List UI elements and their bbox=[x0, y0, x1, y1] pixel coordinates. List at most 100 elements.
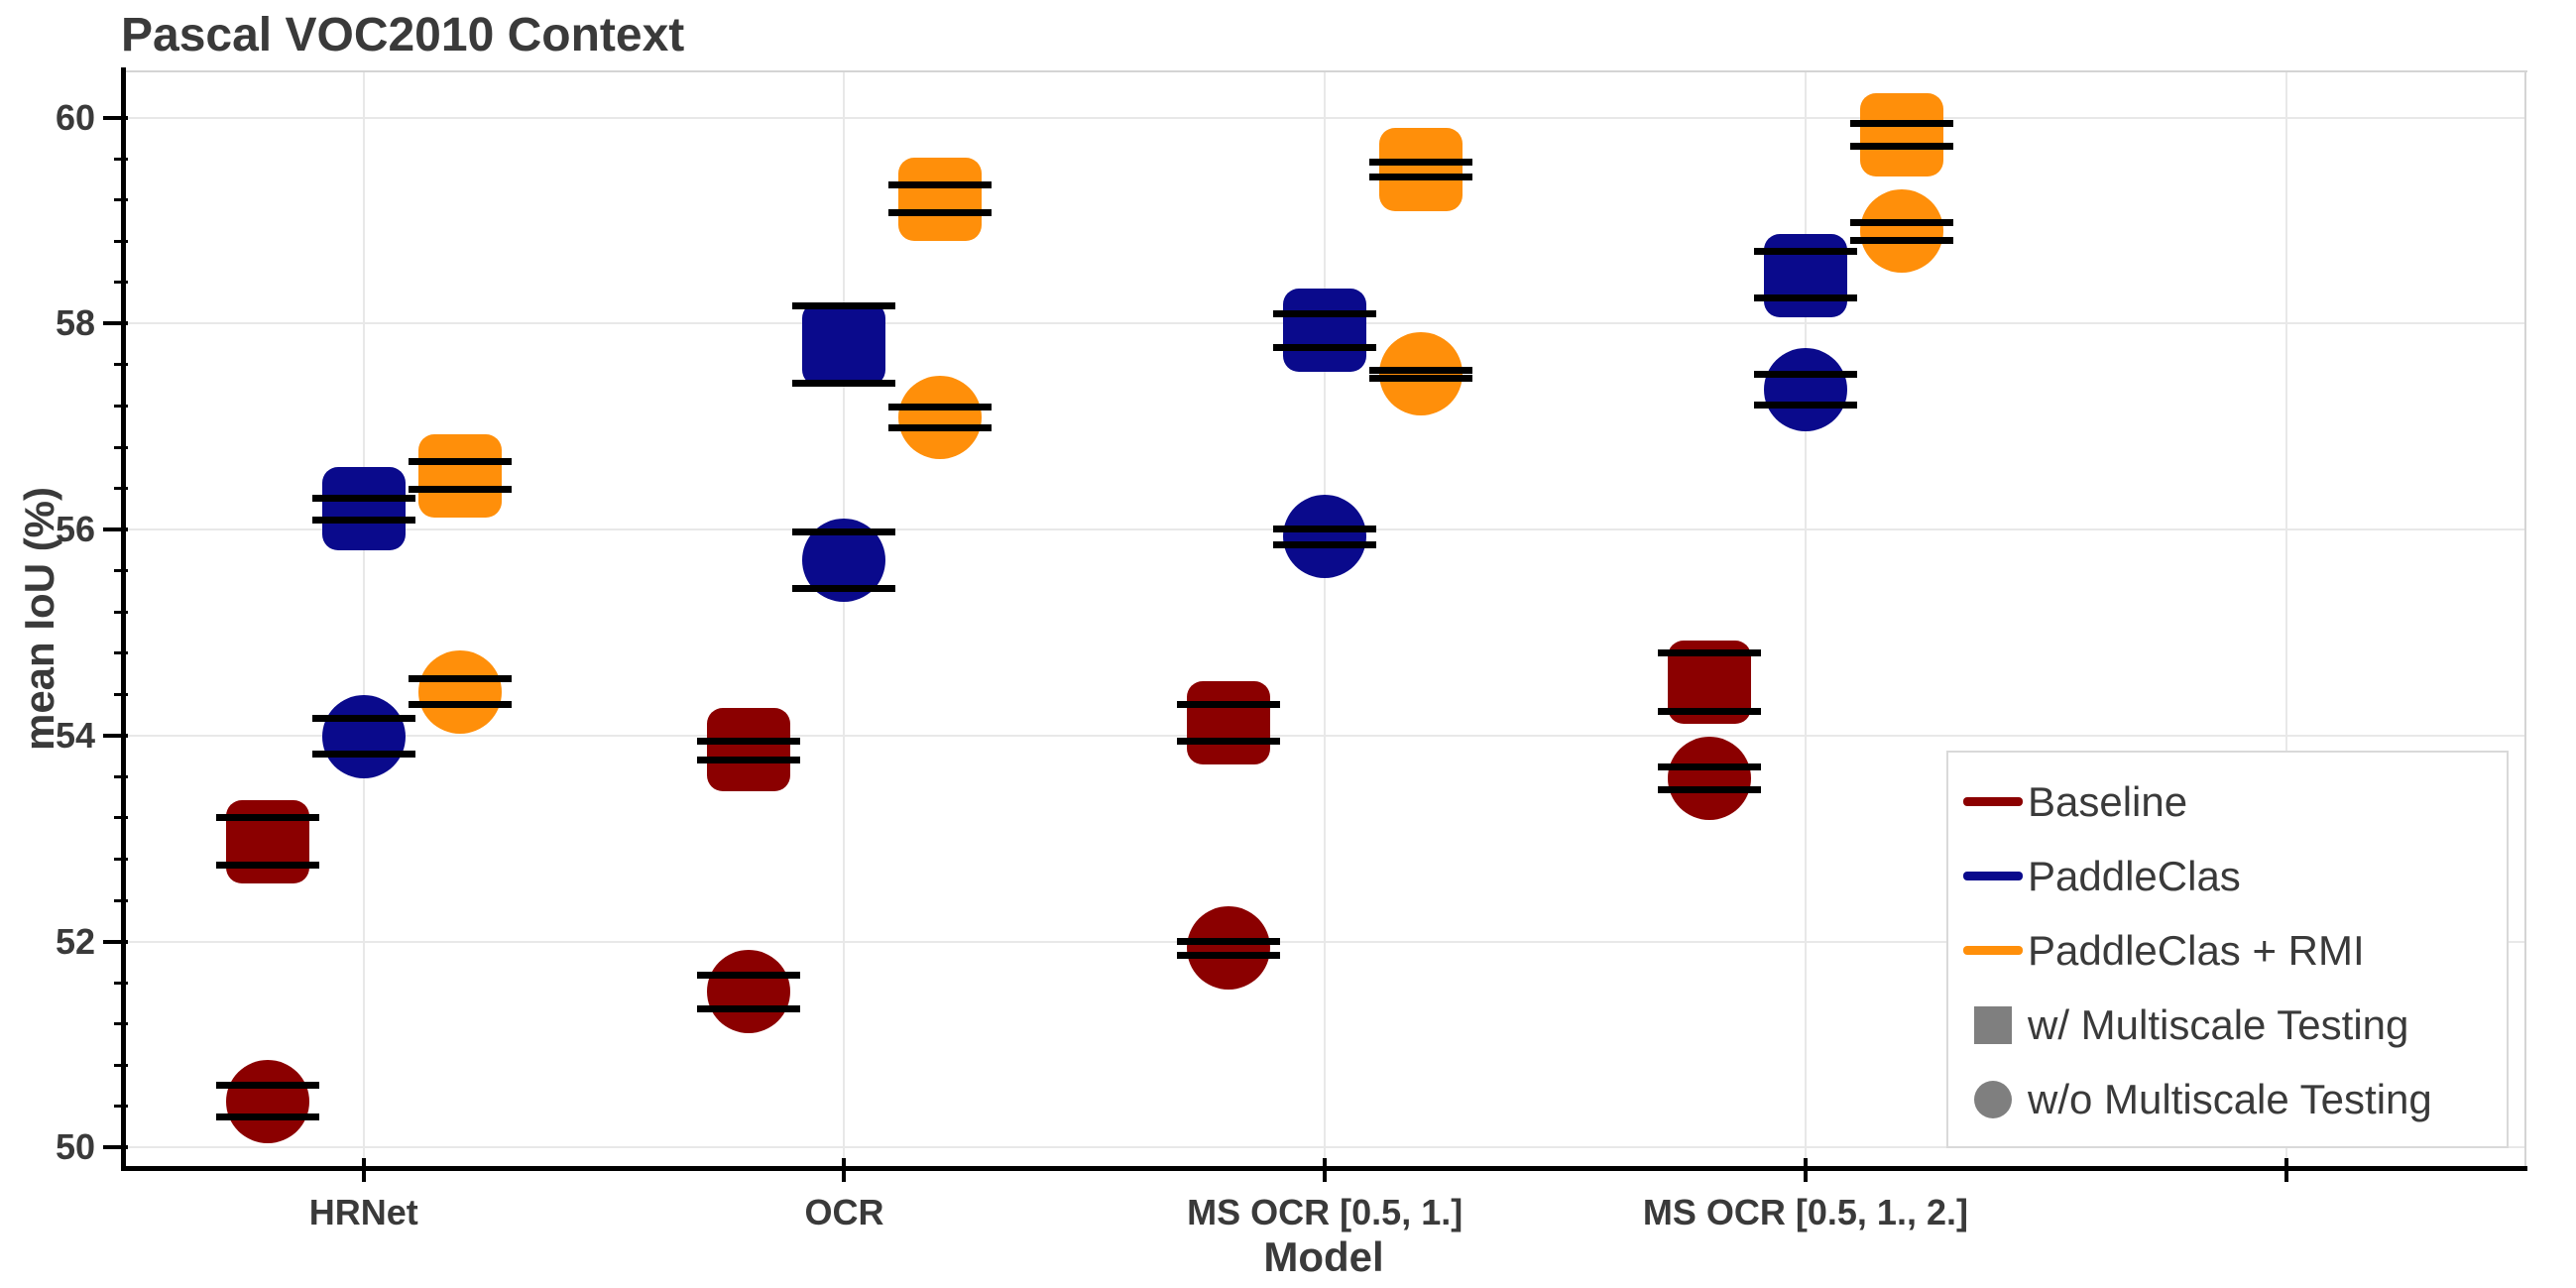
y-tick-label-58: 58 bbox=[55, 302, 95, 344]
x-gridline bbox=[362, 72, 365, 1166]
legend-line-swatch-icon bbox=[1962, 797, 2024, 806]
y-tick-mark bbox=[103, 939, 128, 944]
marker-circle-paddleclas-rmi-hrnet bbox=[417, 650, 502, 735]
y-tick-mark bbox=[103, 115, 128, 120]
y-tick-label-52: 52 bbox=[55, 920, 95, 962]
run-line bbox=[311, 714, 415, 722]
run-line bbox=[1849, 143, 1953, 151]
run-line bbox=[1753, 401, 1857, 409]
run-line bbox=[311, 751, 415, 759]
y-tick-mark bbox=[103, 733, 128, 738]
marker-square-paddleclas-hrnet bbox=[321, 467, 406, 551]
y-axis-line bbox=[121, 67, 126, 1171]
run-line bbox=[215, 1112, 319, 1120]
run-line bbox=[215, 862, 319, 870]
run-line bbox=[1369, 174, 1473, 181]
y-tick-label-54: 54 bbox=[55, 714, 95, 756]
run-line bbox=[888, 404, 993, 411]
marker-square-paddleclas-ocr bbox=[802, 302, 886, 387]
run-line bbox=[408, 486, 512, 494]
marker-circle-baseline-ocr bbox=[706, 950, 790, 1034]
run-line bbox=[792, 527, 896, 535]
run-line bbox=[1273, 525, 1377, 532]
legend-item-paddleclas: PaddleClas bbox=[1948, 839, 2507, 913]
run-line bbox=[1177, 938, 1281, 946]
marker-circle-paddleclas-rmi-ms-ocr-0-5-1 bbox=[1379, 332, 1464, 416]
run-line bbox=[408, 458, 512, 466]
run-line bbox=[408, 701, 512, 709]
legend-circle-marker-icon bbox=[1962, 1080, 2024, 1118]
run-line bbox=[1849, 219, 1953, 227]
legend-label: Baseline bbox=[2028, 777, 2188, 825]
run-line bbox=[1753, 293, 1857, 301]
x-tick-label-ms-ocr-0-5-1: MS OCR [0.5, 1.] bbox=[1187, 1192, 1464, 1232]
x-axis-line bbox=[121, 1166, 2527, 1171]
marker-square-paddleclas-rmi-hrnet bbox=[417, 434, 502, 519]
run-line bbox=[792, 380, 896, 388]
plot-top-spine bbox=[121, 70, 2527, 72]
legend-square-marker-icon bbox=[1962, 1005, 2024, 1044]
run-line bbox=[1657, 786, 1761, 794]
run-line bbox=[888, 423, 993, 431]
y-tick-mark bbox=[103, 1145, 128, 1150]
run-line bbox=[1849, 120, 1953, 128]
legend-label: w/ Multiscale Testing bbox=[2028, 1000, 2409, 1048]
marker-square-baseline-hrnet bbox=[225, 799, 309, 883]
run-line bbox=[792, 302, 896, 310]
run-line bbox=[1753, 248, 1857, 256]
x-axis-label: Model bbox=[1263, 1233, 1384, 1280]
y-tick-mark bbox=[103, 527, 128, 532]
legend-box: Baseline PaddleClas PaddleClas + RMI w/ Mul… bbox=[1946, 751, 2509, 1148]
run-line bbox=[696, 1004, 800, 1012]
line-swatch bbox=[1963, 797, 2023, 806]
y-gridline bbox=[122, 940, 2525, 943]
run-line bbox=[1753, 370, 1857, 378]
marker-circle-baseline-hrnet bbox=[225, 1059, 309, 1143]
x-tick-label-ocr: OCR bbox=[804, 1192, 884, 1232]
run-line bbox=[1273, 309, 1377, 317]
marker-circle-paddleclas-hrnet bbox=[321, 694, 406, 778]
marker-square-paddleclas-rmi-ms-ocr-0-5-1-2 bbox=[1859, 93, 1943, 177]
run-line bbox=[1849, 236, 1953, 244]
marker-square-paddleclas-ms-ocr-0-5-1-2 bbox=[1763, 233, 1847, 317]
marker-circle-paddleclas-rmi-ms-ocr-0-5-1-2 bbox=[1859, 188, 1943, 273]
run-line bbox=[696, 737, 800, 745]
run-line bbox=[1369, 158, 1473, 166]
x-gridline bbox=[2284, 72, 2287, 1166]
line-swatch bbox=[1963, 946, 2023, 955]
run-line bbox=[311, 495, 415, 503]
y-tick-label-56: 56 bbox=[55, 509, 95, 550]
marker-square-baseline-ocr bbox=[706, 708, 790, 792]
run-line bbox=[792, 584, 896, 592]
run-line bbox=[1177, 701, 1281, 709]
run-line bbox=[1177, 737, 1281, 745]
legend-label: PaddleClas bbox=[2028, 852, 2241, 899]
marker-square-paddleclas-rmi-ocr bbox=[898, 157, 983, 241]
x-tick-label-ms-ocr-0-5-1-2: MS OCR [0.5, 1., 2.] bbox=[1642, 1192, 1968, 1232]
run-line bbox=[215, 1082, 319, 1090]
run-line bbox=[215, 814, 319, 822]
run-line bbox=[696, 972, 800, 980]
square-swatch bbox=[1974, 1005, 2012, 1044]
run-line bbox=[1369, 374, 1473, 382]
marker-circle-baseline-ms-ocr-0-5-1 bbox=[1187, 905, 1271, 990]
line-swatch bbox=[1963, 872, 2023, 880]
run-line bbox=[1177, 951, 1281, 959]
legend-item-baseline: Baseline bbox=[1948, 764, 2507, 839]
x-gridline bbox=[843, 72, 846, 1166]
y-tick-label-60: 60 bbox=[55, 96, 95, 138]
legend-item-w-o-multiscale-testing: w/o Multiscale Testing bbox=[1948, 1062, 2507, 1136]
marker-circle-paddleclas-rmi-ocr bbox=[898, 375, 983, 459]
run-line bbox=[888, 208, 993, 216]
marker-square-paddleclas-ms-ocr-0-5-1 bbox=[1283, 288, 1367, 372]
run-line bbox=[1273, 541, 1377, 549]
y-gridline bbox=[122, 1146, 2525, 1149]
x-gridline bbox=[1324, 72, 1327, 1166]
marker-square-baseline-ms-ocr-0-5-1 bbox=[1187, 681, 1271, 765]
chart-title: Pascal VOC2010 Context bbox=[121, 9, 685, 61]
run-line bbox=[1369, 366, 1473, 374]
run-line bbox=[1657, 649, 1761, 657]
x-tick-label-hrnet: HRNet bbox=[308, 1192, 418, 1232]
x-gridline bbox=[1804, 72, 1807, 1166]
